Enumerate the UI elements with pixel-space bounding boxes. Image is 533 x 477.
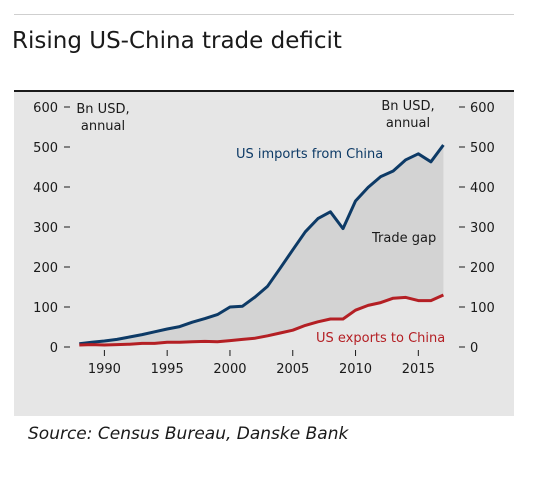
chart-title: Rising US-China trade deficit (12, 28, 342, 54)
imports-annotation: US imports from China (236, 147, 383, 162)
right-tick-label: 500 (470, 141, 495, 156)
right-tick-label: 300 (470, 221, 495, 236)
exports-series-line (79, 293, 445, 347)
right-axis-unit-line2: annual (386, 116, 430, 131)
x-tick-label: 1995 (151, 362, 184, 377)
top-border (14, 14, 514, 15)
right-tick-label: 600 (470, 101, 495, 116)
left-axis: 0 100 200 300 400 500 600 (33, 101, 70, 356)
x-tick-label: 2005 (276, 362, 309, 377)
x-tick-label: 2000 (213, 362, 246, 377)
x-axis: 1990 1995 2000 2005 2010 2015 (88, 350, 435, 377)
left-axis-unit-line2: annual (81, 119, 125, 134)
left-tick-label: 600 (33, 101, 58, 116)
left-tick-label: 100 (33, 301, 58, 316)
x-tick-label: 1990 (88, 362, 121, 377)
x-tick-label: 2015 (402, 362, 435, 377)
left-tick-label: 200 (33, 261, 58, 276)
source-band (14, 416, 514, 460)
right-tick-label: 0 (470, 341, 478, 356)
x-tick-label: 2010 (339, 362, 372, 377)
trade-gap-area (79, 145, 444, 345)
exports-annotation: US exports to China (316, 331, 445, 346)
source-note: Source: Census Bureau, Danske Bank (28, 424, 349, 444)
imports-series-line (79, 144, 445, 346)
right-axis: 0 100 200 300 400 500 600 (459, 101, 495, 356)
title-rule (14, 90, 514, 92)
left-tick-label: 300 (33, 221, 58, 236)
left-tick-label: 0 (50, 341, 58, 356)
right-tick-label: 100 (470, 301, 495, 316)
right-tick-label: 200 (470, 261, 495, 276)
trade-gap-annotation: Trade gap (371, 231, 436, 246)
right-axis-unit-line1: Bn USD, (381, 99, 434, 114)
left-axis-unit-line1: Bn USD, (76, 102, 129, 117)
left-tick-label: 400 (33, 181, 58, 196)
left-tick-label: 500 (33, 141, 58, 156)
right-tick-label: 400 (470, 181, 495, 196)
